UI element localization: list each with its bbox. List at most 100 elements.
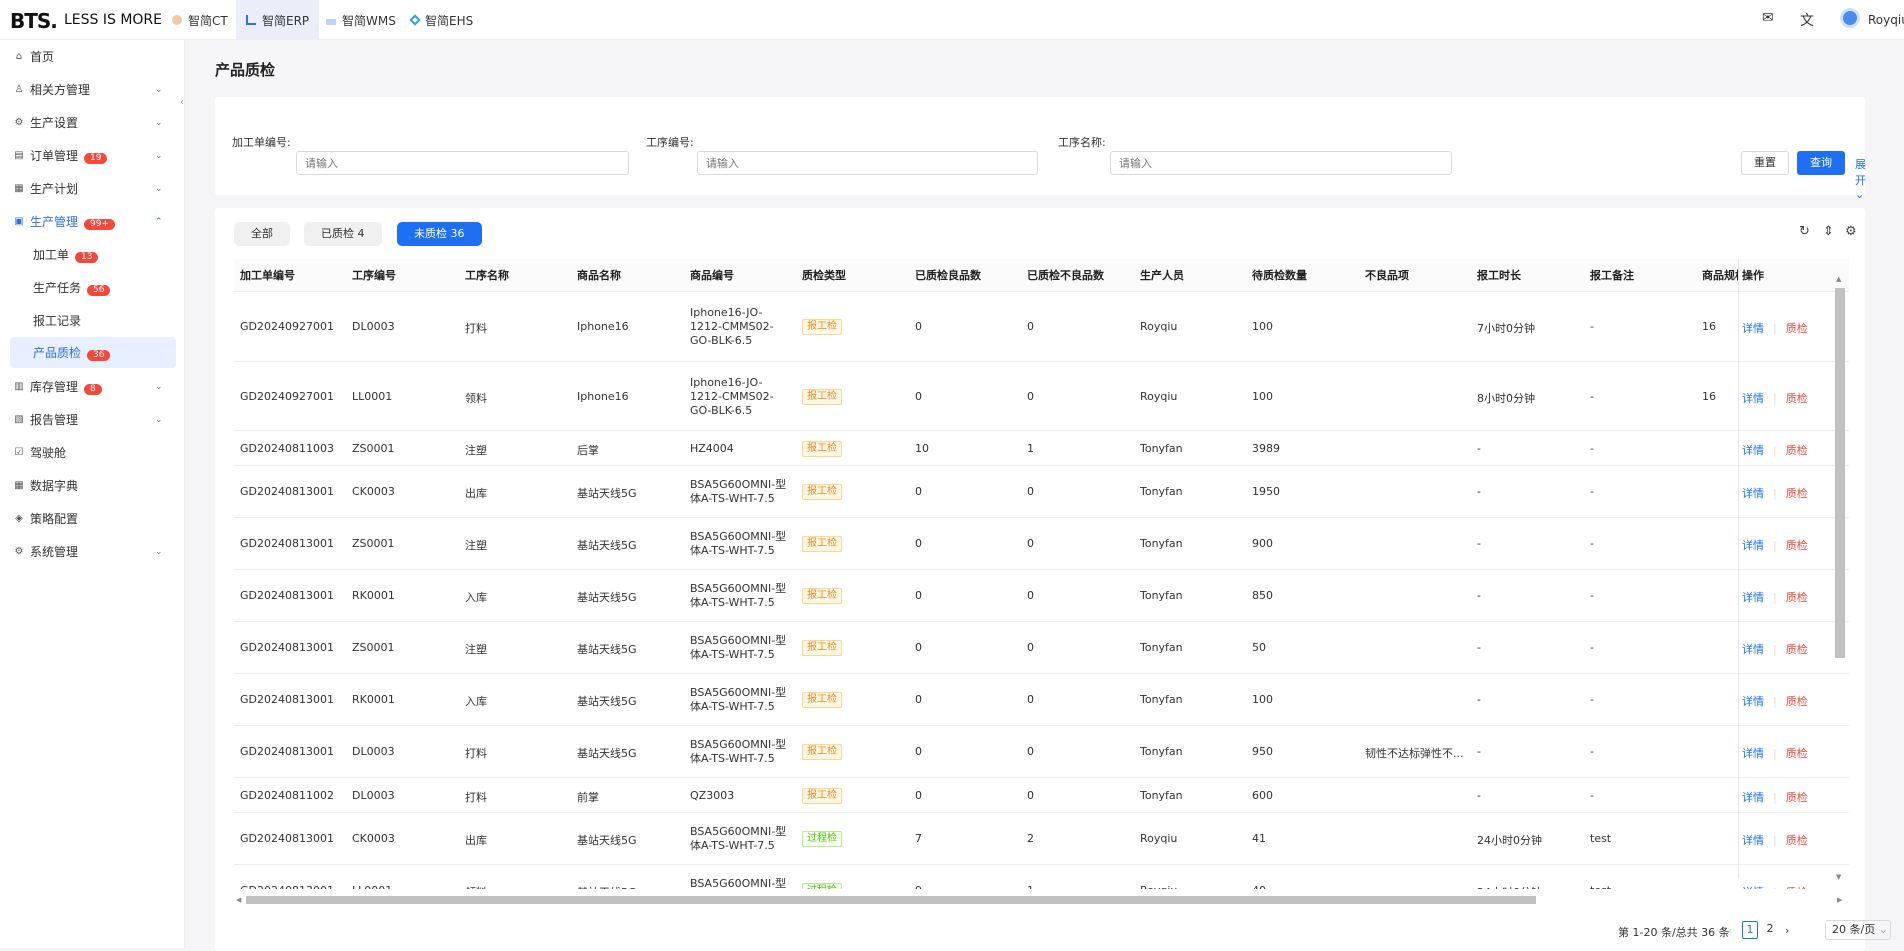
inspect-link[interactable]: 质检	[1785, 695, 1808, 708]
detail-link[interactable]: 详情	[1742, 391, 1764, 405]
scroll-thumb[interactable]	[1835, 288, 1845, 658]
count-badge: 19	[84, 153, 108, 164]
table-cell: 16	[1702, 389, 1716, 403]
inspect-link[interactable]: 质检	[1785, 391, 1808, 405]
scroll-thumb[interactable]	[246, 896, 1536, 904]
column-height-icon[interactable]: ⇕	[1823, 224, 1834, 239]
prev-page-icon[interactable]: ‹	[1728, 924, 1733, 937]
col-header: 报工备注	[1590, 269, 1634, 282]
sidebar-item-work-order[interactable]: 加工单 13	[0, 238, 185, 271]
vertical-scrollbar[interactable]: ▲ ▼	[1833, 273, 1845, 883]
avatar[interactable]	[1840, 8, 1860, 28]
inspect-link[interactable]: 质检	[1785, 834, 1808, 847]
detail-link[interactable]: 详情	[1742, 834, 1764, 847]
inspect-link[interactable]: 质检	[1785, 747, 1808, 760]
wechat-icon[interactable]: ✉	[1762, 10, 1774, 26]
inspect-link[interactable]: 质检	[1785, 487, 1808, 500]
table-cell: GD20240813001	[240, 693, 334, 706]
detail-link[interactable]: 详情	[1742, 790, 1764, 804]
detail-link[interactable]: 详情	[1742, 643, 1764, 656]
inspect-link[interactable]: 质检	[1785, 790, 1808, 804]
table-cell: Iphone16	[577, 320, 629, 333]
sidebar-item-work-report[interactable]: 报工记录	[33, 314, 82, 328]
page-size-select[interactable]: 20 条/页 ⌄	[1825, 920, 1891, 940]
page-1-button[interactable]: 1	[1742, 921, 1758, 939]
username[interactable]: Royqiu	[1868, 13, 1904, 27]
table-cell: 入库	[465, 695, 487, 708]
sidebar-item-stakeholders[interactable]: ♙ 相关方管理 ⌄	[14, 83, 163, 97]
process-code-input[interactable]	[697, 151, 1038, 175]
inspection-type-tag: 过程检	[802, 831, 842, 847]
scroll-down-icon[interactable]: ▼	[1836, 873, 1842, 881]
work-order-input[interactable]	[296, 151, 629, 175]
inspect-link[interactable]: 质检	[1785, 643, 1808, 656]
app-tab-erp[interactable]: 智简ERP	[236, 0, 320, 40]
table-cell: LL0001	[352, 884, 392, 889]
app-tab-ct[interactable]: 智简CT	[162, 0, 238, 40]
row-actions: 详情 | 质检	[1742, 745, 1808, 761]
detail-link[interactable]: 详情	[1742, 443, 1764, 457]
expand-button[interactable]: 展开 ⌄	[1855, 158, 1866, 201]
detail-link[interactable]: 详情	[1742, 322, 1764, 335]
sidebar-item-inventory[interactable]: ▥ 库存管理 8 ⌄	[14, 380, 163, 395]
sidebar-item-system[interactable]: ⚙ 系统管理 ⌄	[14, 545, 163, 559]
table-cell: LL0001	[352, 389, 393, 403]
process-name-input[interactable]	[1110, 151, 1452, 175]
col-header: 加工单编号	[240, 269, 295, 282]
col-header: 待质检数量	[1252, 269, 1307, 282]
detail-link[interactable]: 详情	[1742, 886, 1764, 889]
table-cell: 基站天线5G	[577, 747, 637, 760]
sidebar-item-production-settings[interactable]: ⚙ 生产设置 ⌄	[14, 116, 163, 130]
col-header: 报工时长	[1477, 269, 1521, 282]
sidebar-item-strategy[interactable]: ◈ 策略配置	[0, 502, 185, 535]
horizontal-scrollbar[interactable]: ◀ ▶	[234, 894, 1849, 906]
scroll-left-icon[interactable]: ◀	[236, 896, 242, 904]
settings-icon[interactable]: ⚙	[1845, 224, 1857, 239]
inspect-link[interactable]: 质检	[1785, 539, 1808, 552]
app-tab-wms[interactable]: 智简WMS	[316, 0, 406, 40]
collapse-sidebar-icon[interactable]: ‹	[180, 97, 184, 108]
sidebar-item-quality-inspection[interactable]: 产品质检 36	[10, 337, 176, 368]
inspect-link[interactable]: 质检	[1785, 322, 1808, 335]
detail-link[interactable]: 详情	[1742, 747, 1764, 760]
table-cell: HZ4004	[690, 441, 734, 455]
page-title: 产品质检	[215, 61, 276, 79]
sidebar-item-production-management[interactable]: ▣ 生产管理 99+ ⌃	[14, 215, 163, 230]
scroll-right-icon[interactable]: ▶	[1837, 896, 1843, 904]
sidebar-item-orders[interactable]: ▤ 订单管理 19 ⌄	[14, 149, 163, 164]
sidebar-item-data-dictionary[interactable]: ▦ 数据字典	[14, 479, 79, 493]
tab-not-inspected[interactable]: 未质检 36	[397, 222, 482, 246]
reset-button[interactable]: 重置	[1741, 151, 1789, 175]
sidebar-item-production-task[interactable]: 生产任务 56	[0, 271, 185, 304]
inspect-link[interactable]: 质检	[1786, 886, 1808, 889]
app-tab-ehs[interactable]: 智简EHS	[401, 0, 483, 40]
chevron-down-icon: ⌄	[155, 117, 163, 128]
detail-link[interactable]: 详情	[1742, 539, 1764, 552]
sidebar-item-home[interactable]: ⌂ 首页	[0, 40, 185, 73]
table-cell: 40	[1252, 884, 1266, 889]
refresh-icon[interactable]: ↻	[1799, 224, 1810, 239]
order-icon: ▤	[14, 150, 24, 161]
scroll-up-icon[interactable]: ▲	[1836, 275, 1842, 283]
query-button[interactable]: 查询	[1797, 151, 1845, 175]
filter-label-process-code: 工序编号:	[646, 136, 694, 149]
table-cell: 7小时0分钟	[1477, 322, 1535, 335]
table-cell: 打料	[465, 747, 487, 760]
next-page-icon[interactable]: ›	[1785, 924, 1790, 937]
col-header: 商品名称	[577, 269, 621, 282]
table-cell: RK0001	[352, 589, 395, 602]
inspect-link[interactable]: 质检	[1785, 443, 1808, 457]
inspect-link[interactable]: 质检	[1785, 591, 1808, 604]
tab-inspected[interactable]: 已质检 4	[304, 222, 382, 246]
detail-link[interactable]: 详情	[1742, 695, 1764, 708]
detail-link[interactable]: 详情	[1742, 591, 1764, 604]
page-2-button[interactable]: 2	[1766, 922, 1774, 935]
tab-all[interactable]: 全部	[234, 222, 290, 246]
translate-icon[interactable]: 文	[1800, 13, 1814, 29]
sidebar-item-reports[interactable]: ▧ 报告管理 ⌄	[14, 413, 163, 427]
table-cell: 0	[915, 320, 922, 333]
sidebar-item-production-plan[interactable]: ▦ 生产计划 ⌄	[14, 182, 163, 196]
sidebar-item-cockpit[interactable]: ☑ 驾驶舱	[14, 446, 67, 460]
detail-link[interactable]: 详情	[1742, 487, 1764, 500]
table-cell: test	[1590, 832, 1612, 845]
